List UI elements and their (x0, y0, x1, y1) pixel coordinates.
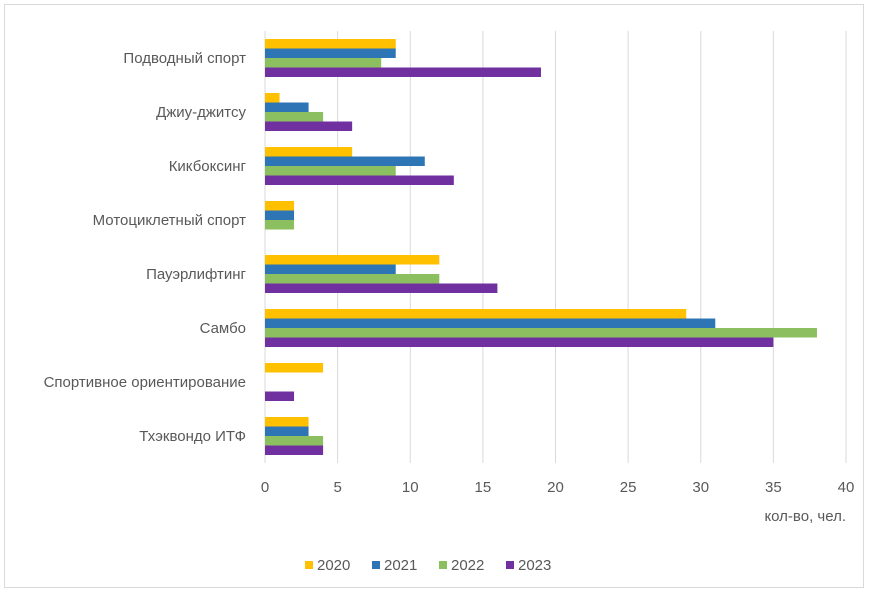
category-label-0: Подводный спорт (123, 50, 246, 67)
category-label-6: Спортивное ориентирование (44, 374, 246, 391)
bar-2022-0 (265, 58, 382, 68)
chart-frame (4, 4, 864, 588)
bar-2020-7 (265, 417, 309, 427)
bar-2022-7 (265, 436, 324, 446)
bar-2021-5 (265, 318, 716, 328)
x-tick-15: 15 (475, 479, 492, 496)
bar-2021-7 (265, 426, 309, 436)
category-label-3: Мотоциклетный спорт (93, 212, 246, 229)
category-label-7: Тхэквондо ИТФ (139, 428, 246, 445)
bar-2020-1 (265, 93, 280, 103)
category-label-2: Кикбоксинг (169, 158, 247, 175)
bar-2021-0 (265, 48, 396, 58)
legend-label-2022: 2022 (451, 557, 484, 574)
legend-swatch-2023 (506, 561, 514, 569)
bar-2022-5 (265, 328, 817, 338)
x-tick-10: 10 (402, 479, 419, 496)
x-axis-title: кол-во, чел. (764, 508, 846, 525)
bar-2020-3 (265, 201, 295, 211)
bar-2021-4 (265, 264, 396, 274)
category-labels: Подводный спорт Джиу-джитсу Кикбоксинг Мото… (44, 50, 247, 445)
bar-2020-4 (265, 255, 440, 265)
legend-swatch-2021 (372, 561, 380, 569)
bar-2022-4 (265, 274, 440, 284)
legend-label-2021: 2021 (384, 557, 417, 574)
bar-2023-2 (265, 175, 454, 185)
bar-2023-0 (265, 67, 541, 77)
gridlines (264, 31, 847, 463)
bar-2023-1 (265, 121, 353, 131)
x-tick-25: 25 (620, 479, 637, 496)
x-tick-5: 5 (333, 479, 341, 496)
x-tick-20: 20 (547, 479, 564, 496)
bar-2023-7 (265, 445, 324, 455)
bar-2020-5 (265, 309, 687, 319)
legend-swatch-2020 (305, 561, 313, 569)
x-tick-40: 40 (838, 479, 855, 496)
x-tick-35: 35 (765, 479, 782, 496)
legend-label-2023: 2023 (518, 557, 551, 574)
bar-2023-6 (265, 391, 295, 401)
category-label-4: Пауэрлифтинг (146, 266, 246, 283)
bar-2023-5 (265, 337, 774, 347)
bar-2021-2 (265, 156, 425, 166)
legend: 2020 2021 2022 2023 (305, 557, 551, 574)
bar-2021-3 (265, 210, 295, 220)
category-label-1: Джиу-джитсу (156, 104, 246, 121)
bars (265, 39, 817, 455)
bar-2020-6 (265, 363, 324, 373)
bar-2021-1 (265, 102, 309, 112)
bar-2020-2 (265, 147, 353, 157)
category-label-5: Самбо (200, 320, 246, 337)
legend-swatch-2022 (439, 561, 447, 569)
bar-2020-0 (265, 39, 396, 49)
bar-2022-3 (265, 220, 295, 230)
bar-2022-1 (265, 112, 324, 122)
bar-2023-4 (265, 283, 498, 293)
x-tick-labels: 0 5 10 15 20 25 30 35 40 (261, 479, 855, 496)
legend-label-2020: 2020 (317, 557, 350, 574)
x-tick-30: 30 (692, 479, 709, 496)
x-tick-0: 0 (261, 479, 269, 496)
bar-2022-2 (265, 166, 396, 176)
